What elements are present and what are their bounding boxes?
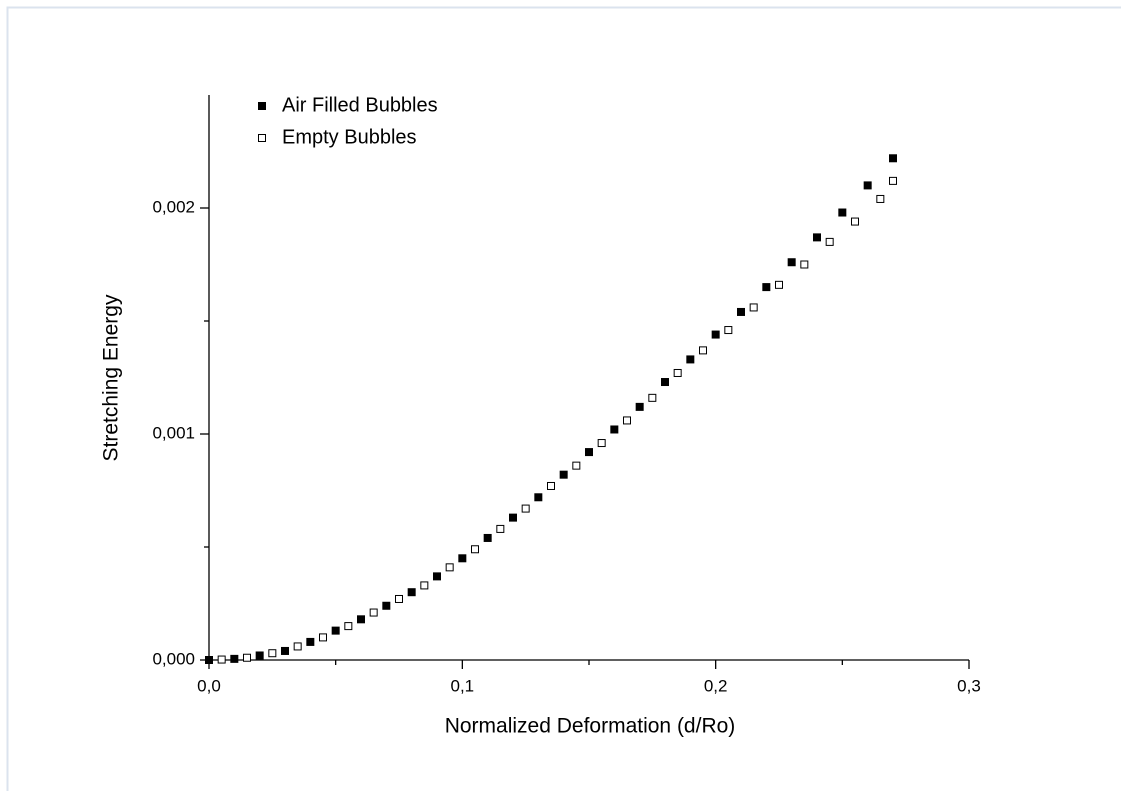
point bbox=[407, 588, 416, 597]
point bbox=[737, 307, 745, 316]
point bbox=[762, 283, 771, 292]
point bbox=[281, 646, 289, 655]
legend-label: Empty Bubbles bbox=[282, 126, 417, 148]
point bbox=[838, 208, 847, 217]
y-tick-label: 0,002 bbox=[152, 197, 195, 216]
point bbox=[293, 642, 302, 651]
y-tick-label: 0,000 bbox=[152, 649, 195, 668]
point bbox=[243, 653, 251, 662]
x-tick-label: 0,2 bbox=[704, 676, 728, 695]
point bbox=[471, 545, 479, 554]
point bbox=[876, 194, 885, 203]
point bbox=[483, 533, 492, 542]
point bbox=[686, 355, 695, 364]
point bbox=[749, 303, 758, 312]
point bbox=[496, 524, 505, 533]
point bbox=[623, 416, 631, 425]
point bbox=[559, 470, 568, 479]
point bbox=[648, 393, 657, 402]
point bbox=[547, 481, 555, 490]
point bbox=[217, 655, 226, 664]
point bbox=[521, 504, 530, 513]
point bbox=[889, 176, 897, 185]
point bbox=[395, 594, 403, 603]
point bbox=[699, 346, 707, 355]
point bbox=[863, 181, 872, 190]
frame bbox=[6, 6, 1121, 791]
point bbox=[724, 326, 733, 335]
y-axis-label: Stretching Energy bbox=[100, 294, 123, 461]
point bbox=[661, 378, 669, 387]
point bbox=[458, 554, 467, 563]
legend-marker bbox=[258, 102, 266, 110]
point bbox=[509, 513, 517, 522]
point bbox=[597, 439, 606, 448]
point bbox=[813, 233, 821, 242]
point bbox=[889, 154, 897, 163]
point bbox=[382, 601, 391, 610]
point bbox=[825, 237, 834, 246]
point bbox=[319, 633, 327, 642]
point bbox=[230, 654, 239, 663]
point bbox=[268, 649, 277, 658]
point bbox=[775, 280, 783, 289]
point bbox=[673, 368, 682, 377]
point bbox=[344, 622, 353, 631]
point bbox=[433, 572, 441, 581]
point bbox=[369, 608, 378, 617]
point bbox=[445, 563, 454, 572]
point bbox=[255, 651, 264, 660]
point bbox=[585, 448, 593, 457]
point bbox=[787, 258, 796, 267]
x-tick-label: 0,3 bbox=[957, 676, 981, 695]
x-axis-label: Normalized Deformation (d/Ro) bbox=[445, 715, 736, 738]
point bbox=[331, 626, 340, 635]
point bbox=[610, 425, 619, 434]
point bbox=[635, 402, 644, 411]
point bbox=[534, 493, 543, 502]
point bbox=[306, 637, 315, 646]
point bbox=[572, 461, 581, 470]
legend-marker bbox=[258, 134, 266, 142]
point bbox=[800, 260, 809, 269]
point bbox=[205, 656, 213, 664]
legend-label: Air Filled Bubbles bbox=[282, 94, 438, 116]
point bbox=[851, 217, 859, 226]
point bbox=[420, 581, 429, 590]
y-tick-label: 0,001 bbox=[152, 423, 195, 442]
x-tick-label: 0,0 bbox=[197, 676, 221, 695]
point bbox=[711, 330, 720, 339]
point bbox=[357, 615, 365, 624]
x-tick-label: 0,1 bbox=[451, 676, 475, 695]
